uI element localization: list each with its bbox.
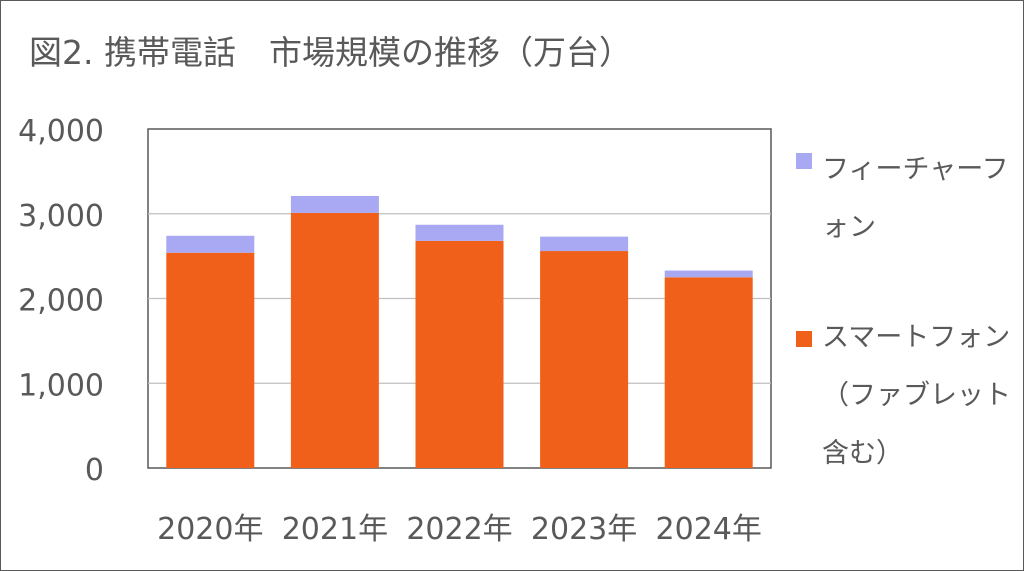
y-tick-label: 4,000 bbox=[18, 114, 104, 149]
bar-feature-phone bbox=[540, 236, 629, 252]
bar-smartphone bbox=[166, 252, 255, 468]
bar-feature-phone bbox=[664, 270, 753, 278]
y-tick-label: 3,000 bbox=[18, 199, 104, 234]
legend-label-feature-phone: フィーチャーフォン bbox=[822, 154, 1009, 243]
legend-swatch-smartphone bbox=[796, 331, 812, 347]
x-tick-label: 2023年 bbox=[531, 512, 637, 547]
x-tick-label: 2020年 bbox=[157, 512, 263, 547]
x-tick-label: 2024年 bbox=[656, 512, 762, 547]
y-tick-label: 1,000 bbox=[18, 368, 104, 403]
bar-feature-phone bbox=[166, 235, 255, 253]
bar-feature-phone bbox=[415, 224, 504, 241]
bar-smartphone bbox=[540, 251, 629, 468]
bar-smartphone bbox=[664, 277, 753, 468]
legend-swatch-feature-phone bbox=[796, 153, 812, 169]
y-tick-label: 0 bbox=[85, 453, 104, 488]
x-tick-label: 2022年 bbox=[406, 512, 512, 547]
bar-smartphone bbox=[290, 212, 379, 468]
legend-label-smartphone: スマートフォン（ファブレット含む） bbox=[822, 322, 1011, 469]
x-tick-label: 2021年 bbox=[282, 512, 388, 547]
y-tick-label: 2,000 bbox=[18, 284, 104, 319]
chart-title: 図2. 携帯電話 市場規模の推移（万台） bbox=[29, 33, 632, 72]
bar-feature-phone bbox=[290, 195, 379, 213]
bar-smartphone bbox=[415, 240, 504, 468]
